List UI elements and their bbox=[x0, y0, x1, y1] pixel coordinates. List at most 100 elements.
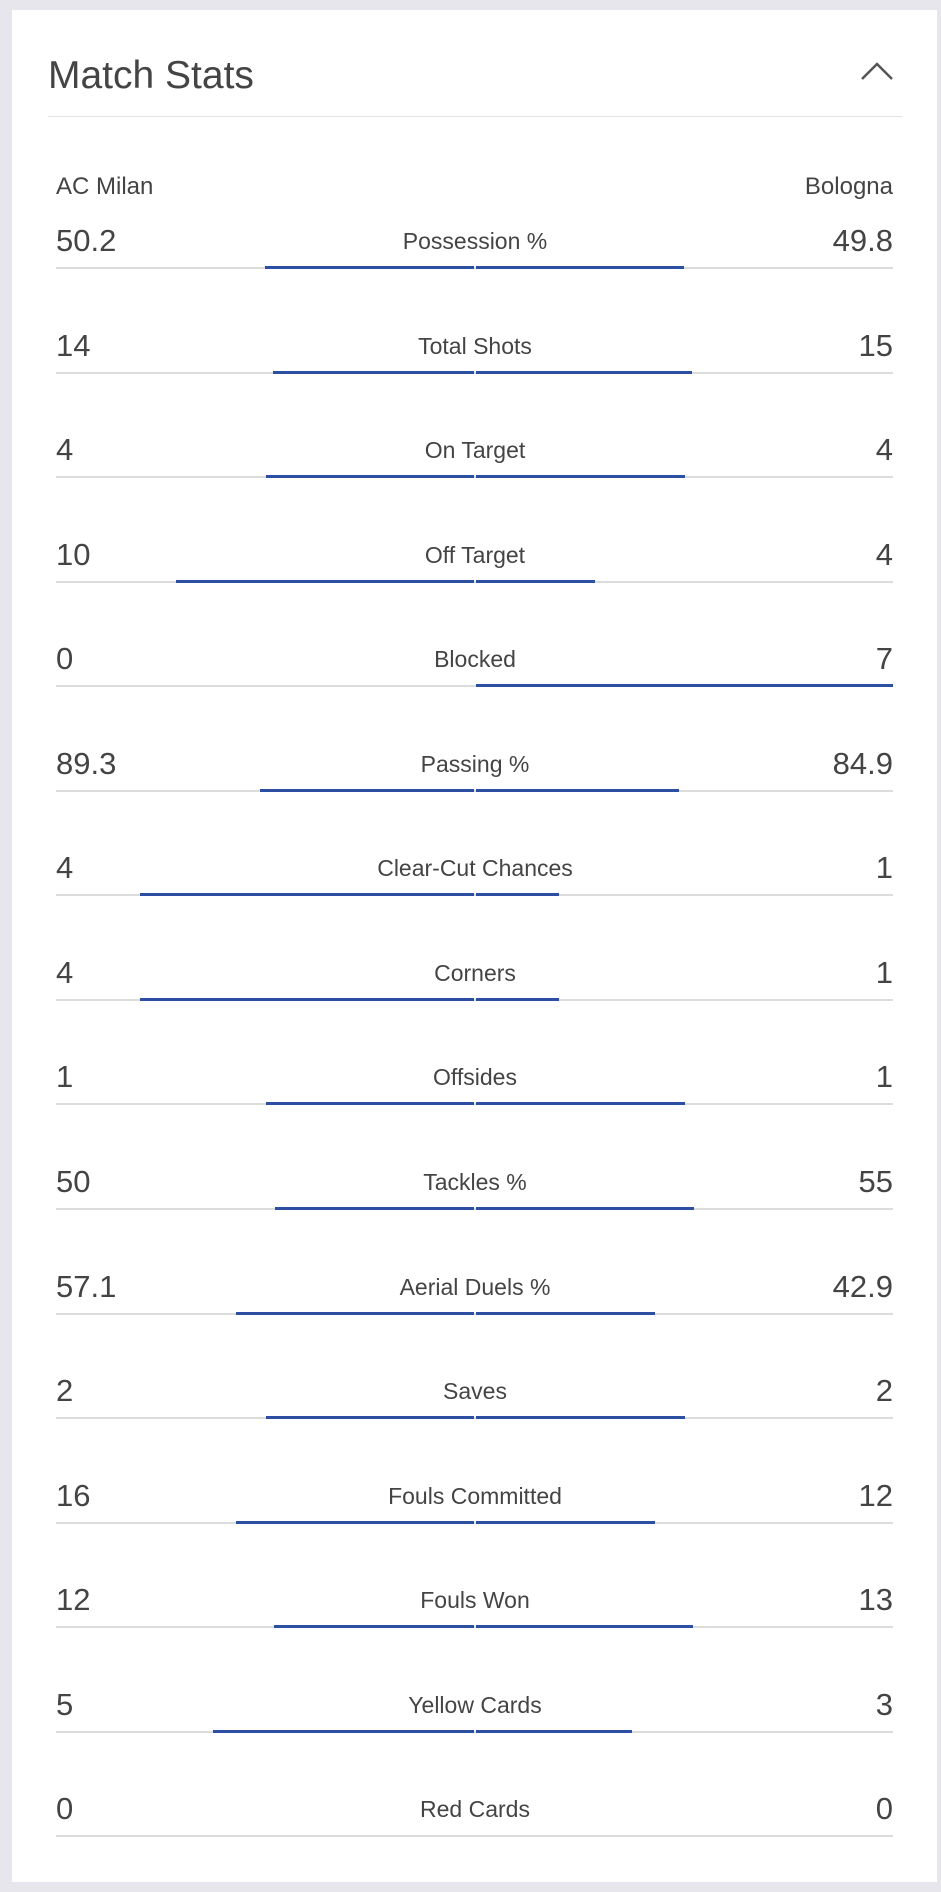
home-value: 50.2 bbox=[56, 223, 117, 258]
away-bar bbox=[476, 370, 692, 374]
stat-label: Possession % bbox=[402, 228, 548, 254]
away-value: 49.8 bbox=[832, 223, 893, 258]
stat-label: Saves bbox=[443, 1378, 507, 1405]
home-bar bbox=[275, 1207, 474, 1211]
home-value: 12 bbox=[56, 1582, 91, 1618]
away-value: 1 bbox=[875, 1059, 893, 1095]
home-value: 57.1 bbox=[56, 1268, 117, 1304]
home-bar bbox=[272, 370, 474, 374]
stat-label: Offsides bbox=[433, 1064, 517, 1091]
stat-label: On Target bbox=[424, 437, 526, 464]
stat-label: Clear-Cut Chances bbox=[377, 855, 573, 882]
away-value: 13 bbox=[858, 1582, 893, 1618]
row-divider bbox=[56, 1103, 893, 1106]
row-divider bbox=[56, 789, 893, 792]
away-value: 2 bbox=[875, 1373, 893, 1409]
home-value: 4 bbox=[56, 432, 74, 468]
home-value: 1 bbox=[56, 1059, 74, 1095]
home-value: 16 bbox=[56, 1477, 91, 1513]
stat-label: Aerial Duels % bbox=[399, 1273, 551, 1300]
home-bar bbox=[265, 1102, 474, 1106]
row-divider bbox=[56, 685, 893, 688]
home-bar bbox=[176, 579, 474, 583]
home-value: 0 bbox=[56, 641, 74, 677]
home-bar bbox=[265, 1416, 474, 1420]
match-stats-card: Match Stats AC Milan Bologna 50.2 49.8 Pos… bbox=[12, 10, 937, 1882]
home-value: 4 bbox=[56, 954, 74, 990]
row-divider bbox=[56, 1312, 893, 1315]
away-value: 1 bbox=[875, 954, 893, 990]
row-divider bbox=[56, 1521, 893, 1524]
card-title: Match Stats bbox=[48, 54, 254, 97]
away-bar bbox=[476, 1416, 685, 1420]
away-bar bbox=[476, 1729, 633, 1733]
home-value: 4 bbox=[56, 850, 74, 886]
collapse-toggle[interactable] bbox=[860, 60, 894, 82]
row-divider bbox=[56, 1208, 893, 1211]
away-value: 1 bbox=[875, 850, 893, 886]
away-value: 4 bbox=[875, 432, 893, 468]
away-value: 4 bbox=[875, 536, 893, 572]
away-bar bbox=[476, 266, 684, 269]
away-value: 7 bbox=[875, 641, 893, 677]
home-bar bbox=[213, 1729, 474, 1733]
away-bar bbox=[476, 1207, 695, 1211]
away-value: 0 bbox=[875, 1791, 893, 1827]
away-bar bbox=[476, 788, 680, 792]
chevron-up bbox=[861, 62, 893, 80]
stat-label: Yellow Cards bbox=[408, 1691, 542, 1718]
away-bar bbox=[476, 1311, 655, 1315]
stat-label: Fouls Committed bbox=[388, 1482, 562, 1509]
stat-label: Total Shots bbox=[418, 332, 532, 359]
stat-label: Blocked bbox=[434, 646, 516, 673]
header-divider bbox=[48, 116, 902, 117]
away-value: 55 bbox=[858, 1164, 893, 1200]
home-bar bbox=[140, 893, 474, 897]
home-value: 2 bbox=[56, 1373, 74, 1409]
row-divider bbox=[56, 1730, 893, 1733]
stat-label: Fouls Won bbox=[420, 1587, 530, 1614]
row-divider bbox=[56, 1417, 893, 1420]
away-bar bbox=[476, 684, 893, 688]
stat-label: Red Cards bbox=[420, 1796, 530, 1823]
away-bar bbox=[476, 1102, 685, 1106]
home-value: 14 bbox=[56, 327, 91, 363]
home-value: 5 bbox=[56, 1686, 74, 1722]
away-value: 15 bbox=[858, 327, 893, 363]
home-team: AC Milan bbox=[56, 173, 154, 200]
stat-label: Off Target bbox=[424, 541, 526, 568]
away-bar bbox=[476, 1625, 693, 1629]
away-bar bbox=[476, 893, 560, 897]
stat-label: Corners bbox=[434, 959, 516, 986]
home-value: 50 bbox=[56, 1164, 91, 1200]
row-divider bbox=[56, 894, 893, 897]
away-bar bbox=[476, 579, 596, 583]
home-bar bbox=[273, 1625, 474, 1629]
away-value: 84.9 bbox=[832, 745, 893, 781]
home-bar bbox=[264, 266, 474, 269]
home-bar bbox=[140, 997, 474, 1001]
away-value: 12 bbox=[858, 1477, 893, 1513]
home-bar bbox=[235, 1311, 474, 1315]
home-value: 89.3 bbox=[56, 745, 117, 781]
row-divider bbox=[56, 1626, 893, 1629]
row-divider bbox=[56, 371, 893, 374]
home-bar bbox=[235, 1520, 474, 1524]
row-divider bbox=[56, 998, 893, 1001]
away-value: 42.9 bbox=[832, 1268, 893, 1304]
home-bar bbox=[260, 788, 474, 792]
away-value: 3 bbox=[875, 1686, 893, 1722]
row-divider bbox=[56, 476, 893, 479]
home-bar bbox=[265, 475, 474, 479]
stat-label: Passing % bbox=[420, 750, 530, 777]
row-divider bbox=[56, 1835, 893, 1838]
row-divider bbox=[56, 580, 893, 583]
away-bar bbox=[476, 997, 560, 1001]
away-bar bbox=[476, 475, 685, 479]
away-bar bbox=[476, 1520, 655, 1524]
away-team: Bologna bbox=[804, 173, 893, 200]
home-value: 0 bbox=[56, 1791, 74, 1827]
stat-label: Tackles % bbox=[423, 1169, 527, 1196]
home-value: 10 bbox=[56, 536, 91, 572]
